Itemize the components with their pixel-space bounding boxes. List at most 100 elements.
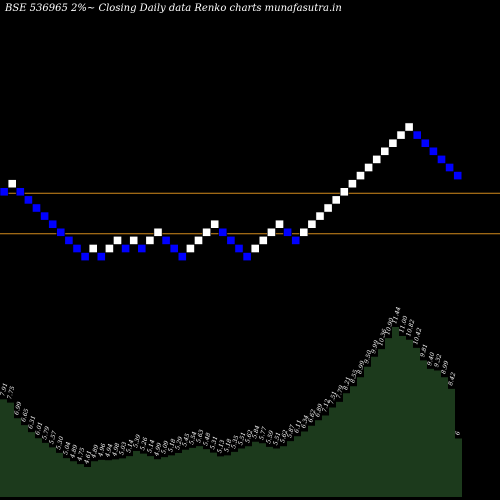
- renko-brick-down: [291, 236, 301, 245]
- volume-label: 4.96: [97, 442, 108, 458]
- volume-label: 5.39: [132, 434, 142, 449]
- volume-label: 5.29: [174, 436, 184, 451]
- renko-brick-up: [202, 227, 211, 237]
- renko-brick-up: [113, 236, 122, 245]
- volume-label: 5.62: [244, 429, 254, 444]
- volume-label: 5.30: [55, 435, 65, 450]
- renko-brick-up: [380, 146, 390, 156]
- renko-brick-up: [194, 236, 203, 245]
- renko-brick-down: [96, 252, 106, 261]
- volume-label: 7.51: [328, 390, 338, 405]
- renko-brick-down: [161, 236, 171, 245]
- volume-label: 6.65: [20, 408, 30, 423]
- volume-label: 5.09: [160, 440, 170, 455]
- volume-label: 5.13: [216, 439, 226, 454]
- volume-label: 9.50: [363, 349, 373, 364]
- volume-label: 9.81: [419, 343, 429, 358]
- volume-label: 10.82: [405, 319, 416, 338]
- renko-brick-down: [72, 244, 82, 253]
- renko-brick-up: [323, 203, 333, 213]
- volume-label: 5.77: [258, 426, 268, 441]
- volume-label: 5.51: [272, 431, 282, 446]
- renko-brick-down: [169, 244, 179, 253]
- volume-label: 5.79: [41, 425, 51, 440]
- renko-brick-up: [331, 195, 341, 205]
- volume-label: 9.32: [433, 353, 443, 368]
- renko-brick-up: [396, 130, 406, 140]
- renko-brick-down: [56, 227, 66, 237]
- volume-label: 5.04: [62, 441, 72, 456]
- renko-brick-down: [137, 244, 147, 253]
- volume-label: 5.35: [230, 434, 240, 449]
- volume-label: 10.42: [412, 327, 423, 346]
- renko-brick-down: [48, 219, 58, 229]
- volume-label: 5.31: [209, 435, 219, 450]
- volume-label: 5.62: [279, 429, 289, 444]
- volume-label: 6: [454, 430, 462, 436]
- renko-brick-up: [266, 227, 276, 237]
- volume-label: 6.99: [13, 401, 23, 416]
- renko-brick-up: [372, 155, 382, 164]
- volume-label: 7.75: [6, 385, 16, 400]
- renko-brick-down: [445, 163, 454, 172]
- renko-brick-down: [40, 211, 49, 221]
- renko-brick-down: [437, 155, 446, 164]
- volume-label: 8.99: [440, 360, 450, 375]
- renko-brick-down: [218, 227, 228, 237]
- renko-brick-up: [347, 179, 357, 189]
- volume-label: 5.26: [139, 436, 149, 451]
- volume-label: 6.31: [27, 415, 37, 430]
- volume-label: 5.51: [237, 431, 247, 446]
- renko-brick-up: [275, 219, 284, 229]
- renko-brick-up: [339, 187, 349, 197]
- volume-label: 5.03: [118, 441, 128, 456]
- volume-label: 5.48: [202, 432, 212, 447]
- renko-brick-down: [412, 130, 422, 140]
- renko-brick-up: [299, 227, 309, 237]
- renko-brick-down: [64, 236, 74, 245]
- volume-label: 8.21: [342, 376, 352, 391]
- renko-brick-up: [210, 219, 220, 229]
- renko-brick-down: [121, 244, 130, 253]
- volume-label: 5.45: [181, 432, 191, 447]
- volume-label: 7.79: [335, 384, 345, 399]
- volume-label: 4.98: [111, 442, 122, 458]
- renko-brick-up: [129, 236, 139, 245]
- volume-label: 4.94: [104, 443, 115, 459]
- renko-brick-down: [420, 138, 430, 148]
- volume-label: 5.18: [223, 438, 233, 453]
- volume-label: 10.36: [377, 328, 388, 347]
- volume-label: 5.63: [195, 429, 205, 444]
- volume-label: 5.59: [265, 430, 275, 445]
- renko-brick-up: [356, 171, 365, 180]
- volume-label: 6.62: [307, 408, 317, 423]
- volume-label: 8.55: [349, 369, 359, 384]
- volume-label: 8.42: [447, 372, 457, 387]
- volume-label: 5.84: [251, 424, 261, 439]
- renko-brick-down: [80, 252, 90, 261]
- renko-brick-up: [364, 163, 373, 172]
- renko-brick-up: [258, 236, 268, 245]
- volume-label: 6.89: [314, 403, 324, 418]
- volume-label: 5.14: [146, 439, 156, 454]
- volume-label: 5.57: [48, 430, 58, 445]
- volume-label: 11.44: [391, 306, 402, 325]
- renko-brick-down: [242, 252, 252, 261]
- renko-brick-down: [226, 236, 236, 245]
- renko-brick-up: [88, 244, 98, 253]
- renko-brick-up: [153, 227, 163, 237]
- volume-label: 5.87: [286, 424, 296, 439]
- renko-brick-up: [145, 236, 155, 245]
- renko-brick-up: [186, 244, 195, 253]
- volume-label: 10.90: [384, 317, 395, 336]
- renko-brick-up: [307, 219, 317, 229]
- volume-label: 6.34: [300, 414, 310, 429]
- volume-label: 6.01: [34, 421, 44, 436]
- volume-label: 7.91: [0, 382, 9, 397]
- volume-label: 4.75: [76, 447, 87, 463]
- volume-label: 7.12: [321, 398, 331, 413]
- volume-label: 8.99: [356, 360, 366, 375]
- volume-label: 4.89: [90, 444, 101, 460]
